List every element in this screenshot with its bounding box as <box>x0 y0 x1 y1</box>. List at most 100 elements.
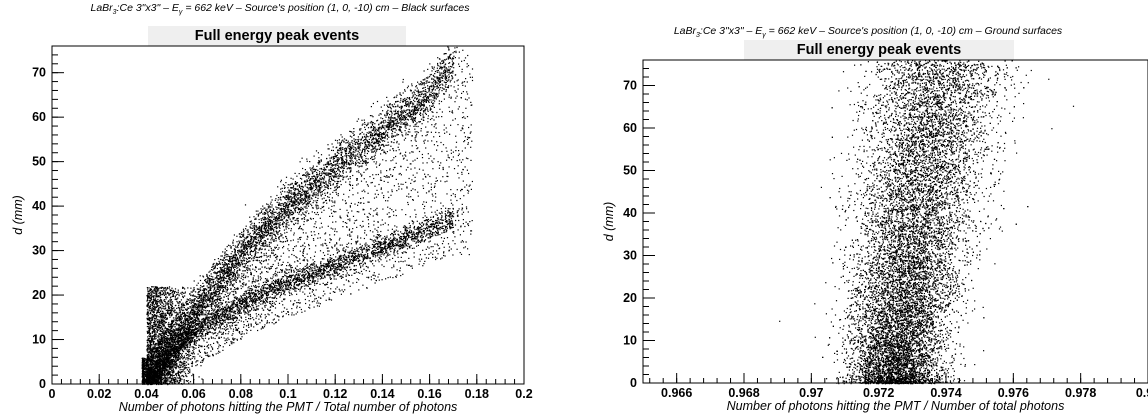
scatter-point <box>371 145 373 147</box>
scatter-point <box>347 167 349 169</box>
scatter-point <box>441 68 443 70</box>
scatter-point <box>225 277 227 279</box>
scatter-point <box>242 243 244 245</box>
scatter-point <box>273 223 275 225</box>
scatter-point <box>384 132 386 134</box>
scatter-point <box>213 278 215 280</box>
scatter-point <box>436 71 438 73</box>
scatter-point <box>292 186 295 188</box>
scatter-point <box>290 187 292 189</box>
scatter-point <box>364 243 366 245</box>
scatter-point <box>450 72 452 74</box>
scatter-point <box>453 67 455 69</box>
scatter-point <box>160 375 162 378</box>
scatter-point <box>317 191 319 193</box>
scatter-point <box>229 282 231 284</box>
scatter-point <box>279 204 281 206</box>
scatter-point <box>187 342 189 344</box>
scatter-point <box>205 296 207 298</box>
scatter-point <box>205 311 207 313</box>
scatter-point <box>369 122 371 124</box>
scatter-point <box>330 173 332 175</box>
scatter-point <box>249 253 251 256</box>
scatter-point <box>386 134 389 136</box>
scatter-point <box>216 285 218 287</box>
scatter-point <box>203 285 205 287</box>
scatter-point <box>265 226 267 228</box>
scatter-point <box>445 76 447 78</box>
scatter-point <box>361 142 363 144</box>
scatter-point <box>250 246 252 249</box>
scatter-point <box>315 188 317 191</box>
scatter-point <box>411 116 413 118</box>
scatter-point <box>193 313 195 315</box>
scatter-point <box>400 231 402 233</box>
scatter-point <box>429 85 432 87</box>
scatter-point <box>264 230 266 232</box>
scatter-point <box>384 119 386 121</box>
scatter-point <box>410 116 412 118</box>
scatter-point <box>382 126 384 129</box>
scatter-point <box>390 110 392 112</box>
scatter-point <box>357 140 360 142</box>
scatter-point <box>325 166 328 168</box>
scatter-point <box>269 229 271 231</box>
scatter-point <box>371 121 373 123</box>
scatter-point <box>189 343 191 345</box>
scatter-point <box>198 300 200 302</box>
scatter-point <box>254 302 256 304</box>
scatter-point <box>396 110 399 113</box>
scatter-point <box>444 77 446 79</box>
scatter-point <box>433 87 435 89</box>
scatter-point <box>354 156 356 158</box>
scatter-point <box>337 178 339 180</box>
scatter-point <box>384 133 386 135</box>
scatter-point <box>391 134 393 136</box>
scatter-point <box>318 184 320 186</box>
scatter-point <box>448 49 450 51</box>
scatter-point <box>371 158 373 161</box>
scatter-point <box>437 93 439 95</box>
scatter-point <box>338 186 340 188</box>
scatter-point <box>264 218 267 220</box>
scatter-point <box>397 125 399 127</box>
scatter-point <box>161 375 163 377</box>
scatter-point <box>401 131 403 134</box>
scatter-point <box>379 141 381 143</box>
scatter-point <box>431 105 433 107</box>
scatter-point <box>202 302 204 304</box>
scatter-point <box>360 139 362 141</box>
scatter-point <box>312 195 314 197</box>
scatter-point <box>447 220 449 222</box>
scatter-point <box>429 230 431 232</box>
scatter-point <box>253 238 255 240</box>
scatter-point <box>388 117 390 119</box>
scatter-point <box>451 66 453 68</box>
scatter-point <box>337 159 339 162</box>
scatter-point <box>360 142 362 144</box>
scatter-point <box>250 238 252 240</box>
scatter-point <box>385 112 388 114</box>
scatter-point <box>263 240 265 242</box>
scatter-point <box>207 310 209 312</box>
scatter-point <box>206 285 208 287</box>
scatter-point <box>241 251 243 253</box>
scatter-point <box>168 358 171 360</box>
scatter-point <box>176 337 178 339</box>
scatter-point <box>243 266 246 268</box>
scatter-point <box>331 265 333 268</box>
scatter-point <box>411 120 413 122</box>
scatter-point <box>355 154 357 156</box>
scatter-point <box>276 227 278 229</box>
scatter-point <box>428 99 430 101</box>
scatter-point <box>427 87 429 89</box>
scatter-point <box>287 187 289 189</box>
scatter-point <box>345 158 347 160</box>
scatter-point <box>306 158 308 160</box>
scatter-point <box>278 237 280 239</box>
scatter-point <box>185 331 187 333</box>
scatter-point <box>404 110 406 112</box>
scatter-point <box>212 280 215 282</box>
scatter-point <box>424 231 426 233</box>
scatter-point <box>304 211 306 213</box>
